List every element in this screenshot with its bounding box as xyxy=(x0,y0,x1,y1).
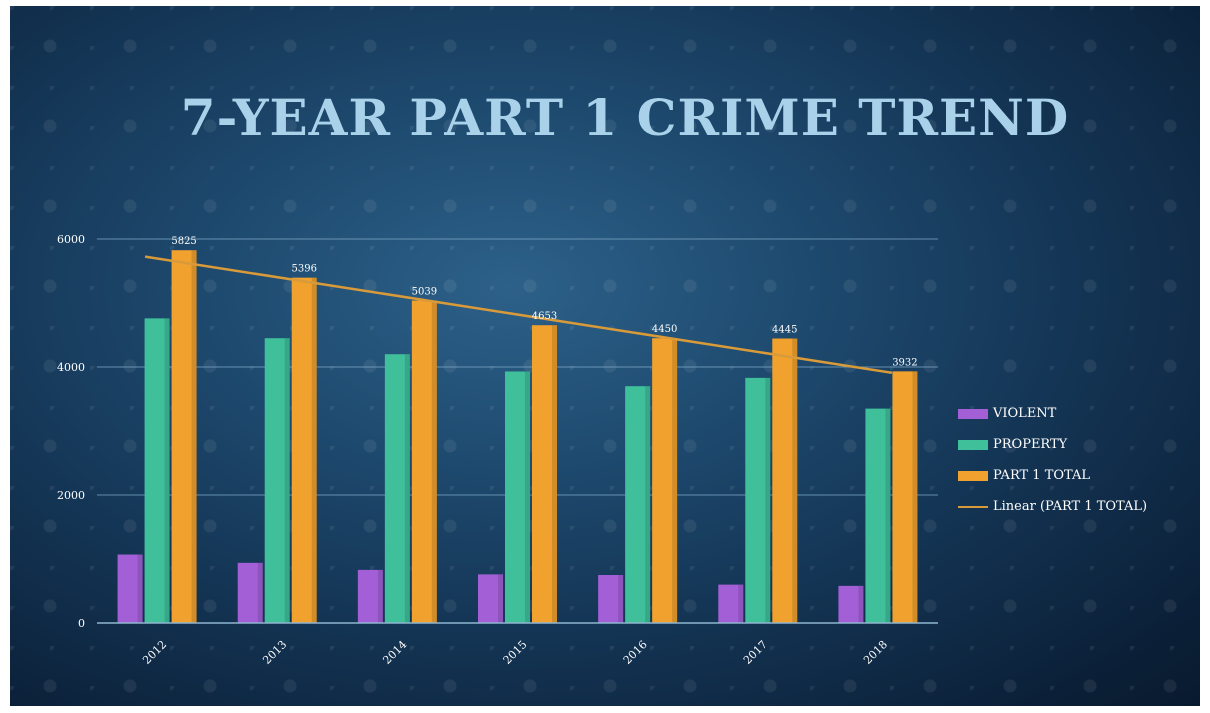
legend-label-violent: VIOLENT xyxy=(993,406,1057,421)
legend-item-violent: VIOLENT xyxy=(958,398,1147,429)
bar-violent-2013 xyxy=(237,562,263,623)
legend-item-property: PROPERTY xyxy=(958,429,1147,460)
data-label-2016: 4450 xyxy=(652,324,677,335)
legend-swatch-part1-total xyxy=(958,470,988,481)
bar-part-1-total-2018 xyxy=(892,371,918,623)
bar-property-2015 xyxy=(505,371,530,623)
bar-violent-2017 xyxy=(718,584,744,623)
bar-part-1-total-2014 xyxy=(411,300,437,623)
data-label-2014: 5039 xyxy=(412,287,437,298)
bar-shade-part-1-total-2014 xyxy=(431,300,437,623)
data-label-2012: 5825 xyxy=(171,236,196,247)
data-label-2017: 4445 xyxy=(772,325,797,336)
bar-chart: 5825 5396 5039 4653 4450 4445 3932 0 2000 4000 60… xyxy=(57,233,938,667)
bar-violent-2018 xyxy=(838,585,864,623)
bar-shade-property-2013 xyxy=(284,338,290,623)
bar-shade-violent-2013 xyxy=(257,562,263,623)
legend-item-part1-total: PART 1 TOTAL xyxy=(958,460,1147,491)
bar-shade-property-2018 xyxy=(885,408,891,623)
bar-property-2014 xyxy=(384,354,410,623)
bar-property-2013 xyxy=(264,338,290,623)
bar-shade-violent-2015 xyxy=(498,574,503,623)
legend-label-property: PROPERTY xyxy=(993,437,1068,452)
bar-shade-property-2012 xyxy=(164,318,170,623)
bar-violent-2012 xyxy=(117,554,143,623)
x-tick-label-2016: 2016 xyxy=(621,638,650,667)
chart-legend: VIOLENT PROPERTY PART 1 TOTAL Linear (PA… xyxy=(958,398,1147,522)
trendline-layer xyxy=(144,255,893,375)
bar-shade-part-1-total-2018 xyxy=(912,371,918,623)
bar-part-1-total-2012 xyxy=(171,250,197,623)
bar-shade-property-2015 xyxy=(525,371,530,623)
bar-property-2018 xyxy=(865,408,891,623)
data-label-2015: 4653 xyxy=(532,311,557,322)
bar-violent-2014 xyxy=(357,569,383,623)
legend-label-part1-total: PART 1 TOTAL xyxy=(993,468,1091,483)
bar-shade-part-1-total-2012 xyxy=(191,250,197,623)
y-tick-label-6000: 6000 xyxy=(57,233,85,246)
y-tick-label-0: 0 xyxy=(78,617,85,630)
data-labels: 5825 5396 5039 4653 4450 4445 3932 xyxy=(171,236,917,368)
legend-label-trendline: Linear (PART 1 TOTAL) xyxy=(993,499,1148,514)
y-tick-label-2000: 2000 xyxy=(57,489,85,502)
trendline xyxy=(144,255,893,375)
y-tick-label-4000: 4000 xyxy=(57,361,85,374)
x-tick-label-2012: 2012 xyxy=(140,638,169,667)
bar-part-1-total-2015 xyxy=(532,325,557,623)
x-tick-label-2014: 2014 xyxy=(380,638,409,667)
bar-shade-violent-2012 xyxy=(137,554,143,623)
bar-shade-part-1-total-2016 xyxy=(672,338,678,623)
bar-part-1-total-2017 xyxy=(772,338,798,623)
bar-property-2016 xyxy=(625,386,651,623)
bar-violent-2015 xyxy=(478,574,503,623)
data-label-2018: 3932 xyxy=(892,357,917,368)
bar-shade-part-1-total-2017 xyxy=(792,338,798,623)
bars xyxy=(117,250,918,623)
bar-shade-part-1-total-2013 xyxy=(311,277,317,623)
slide: 7-YEAR PART 1 CRIME TREND 5825 5396 5039 46… xyxy=(10,6,1200,706)
bar-shade-violent-2016 xyxy=(618,575,624,623)
bar-shade-property-2014 xyxy=(404,354,410,623)
bar-shade-property-2016 xyxy=(645,386,651,623)
legend-swatch-trendline xyxy=(958,505,988,508)
x-tick-label-2017: 2017 xyxy=(741,638,770,667)
bar-shade-property-2017 xyxy=(765,377,771,623)
bar-property-2012 xyxy=(144,318,170,623)
chart-title: 7-YEAR PART 1 CRIME TREND xyxy=(180,88,1070,147)
bar-shade-violent-2014 xyxy=(377,569,383,623)
data-label-2013: 5396 xyxy=(291,264,316,275)
legend-item-trendline: Linear (PART 1 TOTAL) xyxy=(958,491,1147,522)
x-tick-label-2018: 2018 xyxy=(861,638,890,667)
bar-part-1-total-2016 xyxy=(652,338,678,623)
bar-part-1-total-2013 xyxy=(291,277,317,623)
bar-violent-2016 xyxy=(598,575,624,623)
bar-property-2017 xyxy=(745,377,771,623)
bar-shade-violent-2018 xyxy=(858,585,864,623)
bar-shade-part-1-total-2015 xyxy=(552,325,557,623)
legend-swatch-property xyxy=(958,439,988,450)
bar-shade-violent-2017 xyxy=(738,584,744,623)
x-tick-label-2013: 2013 xyxy=(260,638,289,667)
legend-swatch-violent xyxy=(958,408,988,419)
x-tick-label-2015: 2015 xyxy=(501,638,530,667)
